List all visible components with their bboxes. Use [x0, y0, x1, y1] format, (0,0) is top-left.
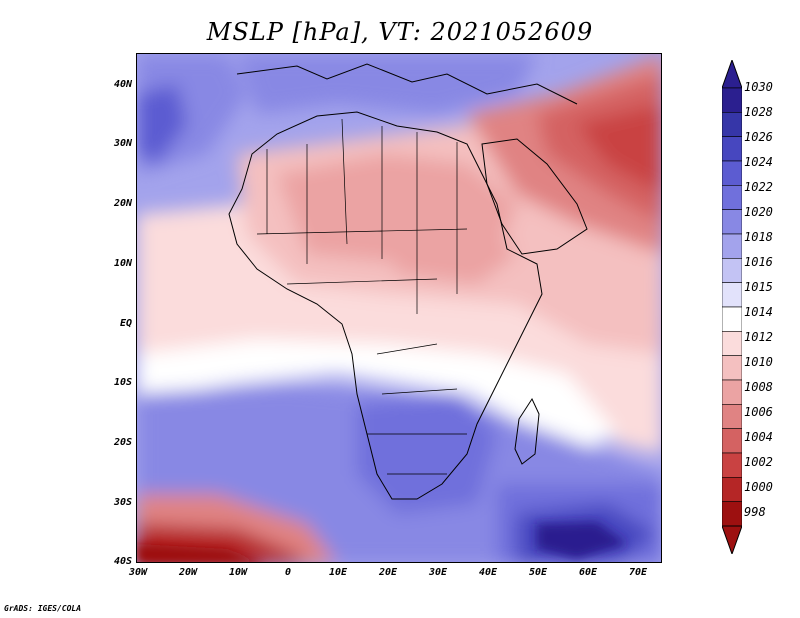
colorbar-swatch-1014	[722, 306, 742, 332]
colorbar-label-1008: 1008	[744, 380, 773, 394]
colorbar-label-1014: 1014	[744, 305, 773, 319]
colorbar-swatch-1006	[722, 404, 742, 429]
iran-low-center	[577, 104, 661, 193]
colorbar-bottom-arrow	[722, 525, 742, 554]
lat-label-30n: 30N	[113, 138, 132, 149]
lon-label-40e: 40E	[478, 567, 498, 578]
lon-label-20w: 20W	[178, 567, 198, 578]
colorbar-swatch-1018	[722, 233, 742, 259]
grads-credit: GrADS: IGES/COLA	[4, 604, 82, 613]
colorbar-label-1024: 1024	[744, 155, 773, 169]
colorbar-label-1002: 1002	[744, 455, 773, 469]
colorbar-swatch-1008	[722, 379, 742, 405]
lat-label-40s: 40S	[113, 556, 132, 567]
colorbar-label-1016: 1016	[744, 255, 773, 269]
colorbar-swatch-998	[722, 501, 742, 527]
lat-label-eq: EQ	[119, 318, 132, 329]
colorbar-label-1012: 1012	[744, 330, 773, 344]
lon-label-10w: 10W	[228, 567, 248, 578]
lon-label-0: 0	[284, 567, 292, 578]
colorbar-swatch-1020	[722, 209, 742, 235]
colorbar-label-1028: 1028	[744, 105, 773, 119]
mascarene-high-center	[537, 522, 627, 559]
lon-label-60e: 60E	[578, 567, 598, 578]
colorbar-swatch-1002	[722, 452, 742, 478]
colorbar-label-1022: 1022	[744, 180, 773, 194]
map-title: MSLP [hPa], VT: 2021052609	[206, 18, 594, 46]
coastlines	[228, 63, 588, 500]
colorbar-label-1026: 1026	[744, 130, 773, 144]
colorbar-swatch-1030	[722, 87, 742, 113]
colorbar-label-1015: 1015	[744, 280, 773, 294]
equatorial-white-band	[137, 339, 617, 454]
lon-label-50e: 50E	[528, 567, 548, 578]
colorbar-label-1030: 1030	[744, 80, 773, 94]
colorbar-swatch-1010	[722, 355, 742, 381]
mslp-map-svg	[137, 54, 661, 562]
colorbar-label-1020: 1020	[744, 205, 773, 219]
colorbar-label-1010: 1010	[744, 355, 773, 369]
colorbar-swatch-1015	[722, 282, 742, 308]
lon-label-10e: 10E	[328, 567, 348, 578]
lat-label-40n: 40N	[113, 79, 132, 90]
atlantic-high-core	[137, 84, 187, 164]
country-borders	[256, 118, 468, 475]
southern-africa-high	[357, 394, 497, 514]
lat-label-10n: 10N	[113, 258, 132, 269]
colorbar-swatch-1016	[722, 258, 742, 283]
colorbar-swatch-1012	[722, 331, 742, 356]
africa-coastline	[228, 111, 543, 500]
south-atlantic-low-center	[137, 544, 262, 562]
colorbar-label-1000: 1000	[744, 480, 773, 494]
colorbar-label-998: 998	[744, 505, 766, 519]
lon-label-70e: 70E	[628, 567, 648, 578]
colorbar-swatches	[722, 87, 742, 527]
colorbar-swatch-1022	[722, 185, 742, 210]
lat-label-20n: 20N	[113, 198, 132, 209]
lon-label-30w: 30W	[128, 567, 148, 578]
colorbar-swatch-1028	[722, 112, 742, 137]
lat-label-10s: 10S	[113, 377, 132, 388]
mslp-map	[136, 53, 662, 563]
colorbar-top-arrow	[722, 60, 742, 89]
madagascar-coastline	[514, 397, 540, 465]
lat-label-30s: 30S	[113, 497, 132, 508]
mediterranean-ridge	[237, 54, 537, 114]
colorbar-label-1004: 1004	[744, 430, 773, 444]
colorbar-swatch-1000	[722, 477, 742, 502]
lon-label-30e: 30E	[428, 567, 448, 578]
europe-coastline	[236, 63, 578, 105]
colorbar	[722, 60, 742, 554]
sudan-low-core	[387, 214, 517, 284]
lat-label-20s: 20S	[113, 437, 132, 448]
arabia-coastline	[481, 138, 588, 255]
lon-label-20e: 20E	[378, 567, 398, 578]
colorbar-label-1006: 1006	[744, 405, 773, 419]
colorbar-swatch-1026	[722, 136, 742, 162]
colorbar-swatch-1024	[722, 160, 742, 186]
colorbar-swatch-1004	[722, 428, 742, 454]
colorbar-label-1018: 1018	[744, 230, 773, 244]
border-lines	[256, 118, 468, 475]
